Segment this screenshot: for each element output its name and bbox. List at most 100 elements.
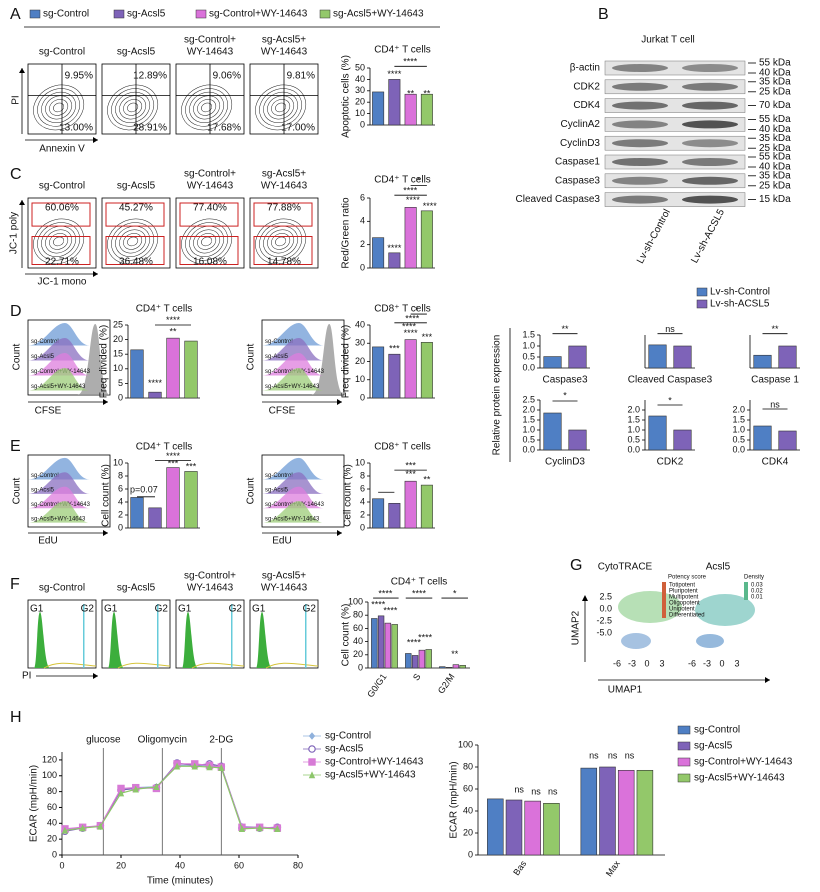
bar <box>418 649 426 669</box>
flow-percent: 12.89% <box>133 71 167 82</box>
bar <box>388 353 401 399</box>
bar <box>753 425 772 451</box>
x-axis-label: CyclinD3 <box>545 457 585 468</box>
y-tick-label: 0.0 <box>627 444 640 454</box>
y-tick-label: 2.0 <box>627 404 640 414</box>
y-tick-label: 40 <box>353 636 363 646</box>
panel-letter: G <box>570 557 582 574</box>
peak-label: G1 <box>252 604 266 615</box>
hist-label: sg-Acsl5 <box>31 354 55 360</box>
bar <box>372 346 385 399</box>
contour <box>193 229 221 254</box>
contour <box>197 233 217 250</box>
blot-band <box>612 64 668 72</box>
x-axis-label: Time (minutes) <box>147 876 213 887</box>
contour <box>45 95 73 120</box>
color-bar <box>662 582 666 618</box>
legend-label: sg-Acsl5+WY-14643 <box>333 9 424 20</box>
y-axis-label: Count <box>12 343 23 370</box>
flow-percent: 9.81% <box>287 71 315 82</box>
bar <box>568 345 587 369</box>
band-label: CyclinD3 <box>560 138 600 149</box>
y-tick-label: 120 <box>42 754 57 764</box>
contour <box>181 84 233 131</box>
point <box>97 822 104 830</box>
flow-title: sg-Acsl5 <box>117 47 156 58</box>
blot-band <box>682 101 738 110</box>
blot-band <box>612 82 668 91</box>
bar <box>388 252 401 269</box>
gate <box>179 202 239 227</box>
y-tick-label: 10 <box>113 457 123 467</box>
x-tick-label: 3 <box>734 658 739 668</box>
contour <box>41 91 77 123</box>
contour <box>267 229 295 254</box>
arrow-head <box>337 530 342 536</box>
x-axis-label: UMAP1 <box>608 685 643 696</box>
bar <box>580 767 598 856</box>
gate <box>105 236 165 265</box>
y-tick-label: 0.5 <box>627 434 640 444</box>
panel-letter: H <box>10 709 22 726</box>
chart-title: CD8⁺ T cells <box>374 304 431 315</box>
y-axis-label: Freq divided (%) <box>99 325 110 398</box>
histogram-curve <box>77 324 110 395</box>
arrow-head <box>19 200 25 205</box>
x-axis-label: CDK2 <box>657 457 684 468</box>
y-axis-label: Count <box>12 477 23 504</box>
contour <box>193 95 221 120</box>
flow-percent: 77.88% <box>267 203 301 214</box>
blot-band <box>612 158 668 166</box>
contour <box>201 102 213 113</box>
y-tick-label: 8 <box>118 470 123 480</box>
y-tick-label: 20 <box>355 356 365 366</box>
bar <box>184 471 198 529</box>
y-tick-label: 100 <box>42 770 57 780</box>
peak-label: G2 <box>81 604 95 615</box>
significance: **** <box>412 588 427 598</box>
blot-band <box>682 82 738 91</box>
histogram-curve <box>43 662 97 669</box>
contour <box>201 236 213 247</box>
y-tick-label: 20 <box>353 649 363 659</box>
histogram-curve <box>262 353 324 376</box>
y-axis-label: Count <box>246 477 257 504</box>
legend-swatch <box>319 9 331 19</box>
series-line <box>64 765 278 832</box>
marker-label: 40 kDa <box>759 124 791 135</box>
y-tick-label: 0.5 <box>522 434 535 444</box>
flow-title: WY-14643 <box>187 583 234 594</box>
significance: ns <box>608 750 618 760</box>
hist-label: sg-Control <box>265 473 293 479</box>
y-tick-label: 0 <box>360 262 365 272</box>
contour <box>115 91 151 123</box>
significance: **** <box>403 57 418 67</box>
y-axis-label: Red/Green ratio <box>341 197 352 269</box>
significance: *** <box>389 343 400 353</box>
significance: *** <box>405 461 416 471</box>
arrow-head <box>93 137 98 143</box>
legend-swatch <box>677 741 691 751</box>
contour <box>127 102 139 113</box>
bar <box>371 618 378 669</box>
contour <box>185 222 229 261</box>
significance: * <box>453 588 457 598</box>
y-tick-label: -5.0 <box>596 627 612 637</box>
gate <box>31 236 91 265</box>
y-tick-label: 0 <box>360 522 365 532</box>
umap-legend: Oligopotent <box>669 601 700 607</box>
x-axis-label: JC-1 mono <box>38 277 87 288</box>
chart-title: CD4⁺ T cells <box>136 442 193 453</box>
arrow-head <box>103 530 108 536</box>
legend-label: sg-Acsl5 <box>694 741 733 752</box>
significance: p=0.07 <box>130 485 158 495</box>
y-tick-label: 2 <box>360 509 365 519</box>
significance: *** <box>168 459 179 469</box>
bar <box>148 391 162 399</box>
color-bar <box>744 582 748 600</box>
arrow-head <box>19 68 25 73</box>
histogram-curve <box>191 662 245 669</box>
contour <box>37 222 81 261</box>
y-tick-label: 60 <box>47 802 57 812</box>
point <box>191 762 198 770</box>
